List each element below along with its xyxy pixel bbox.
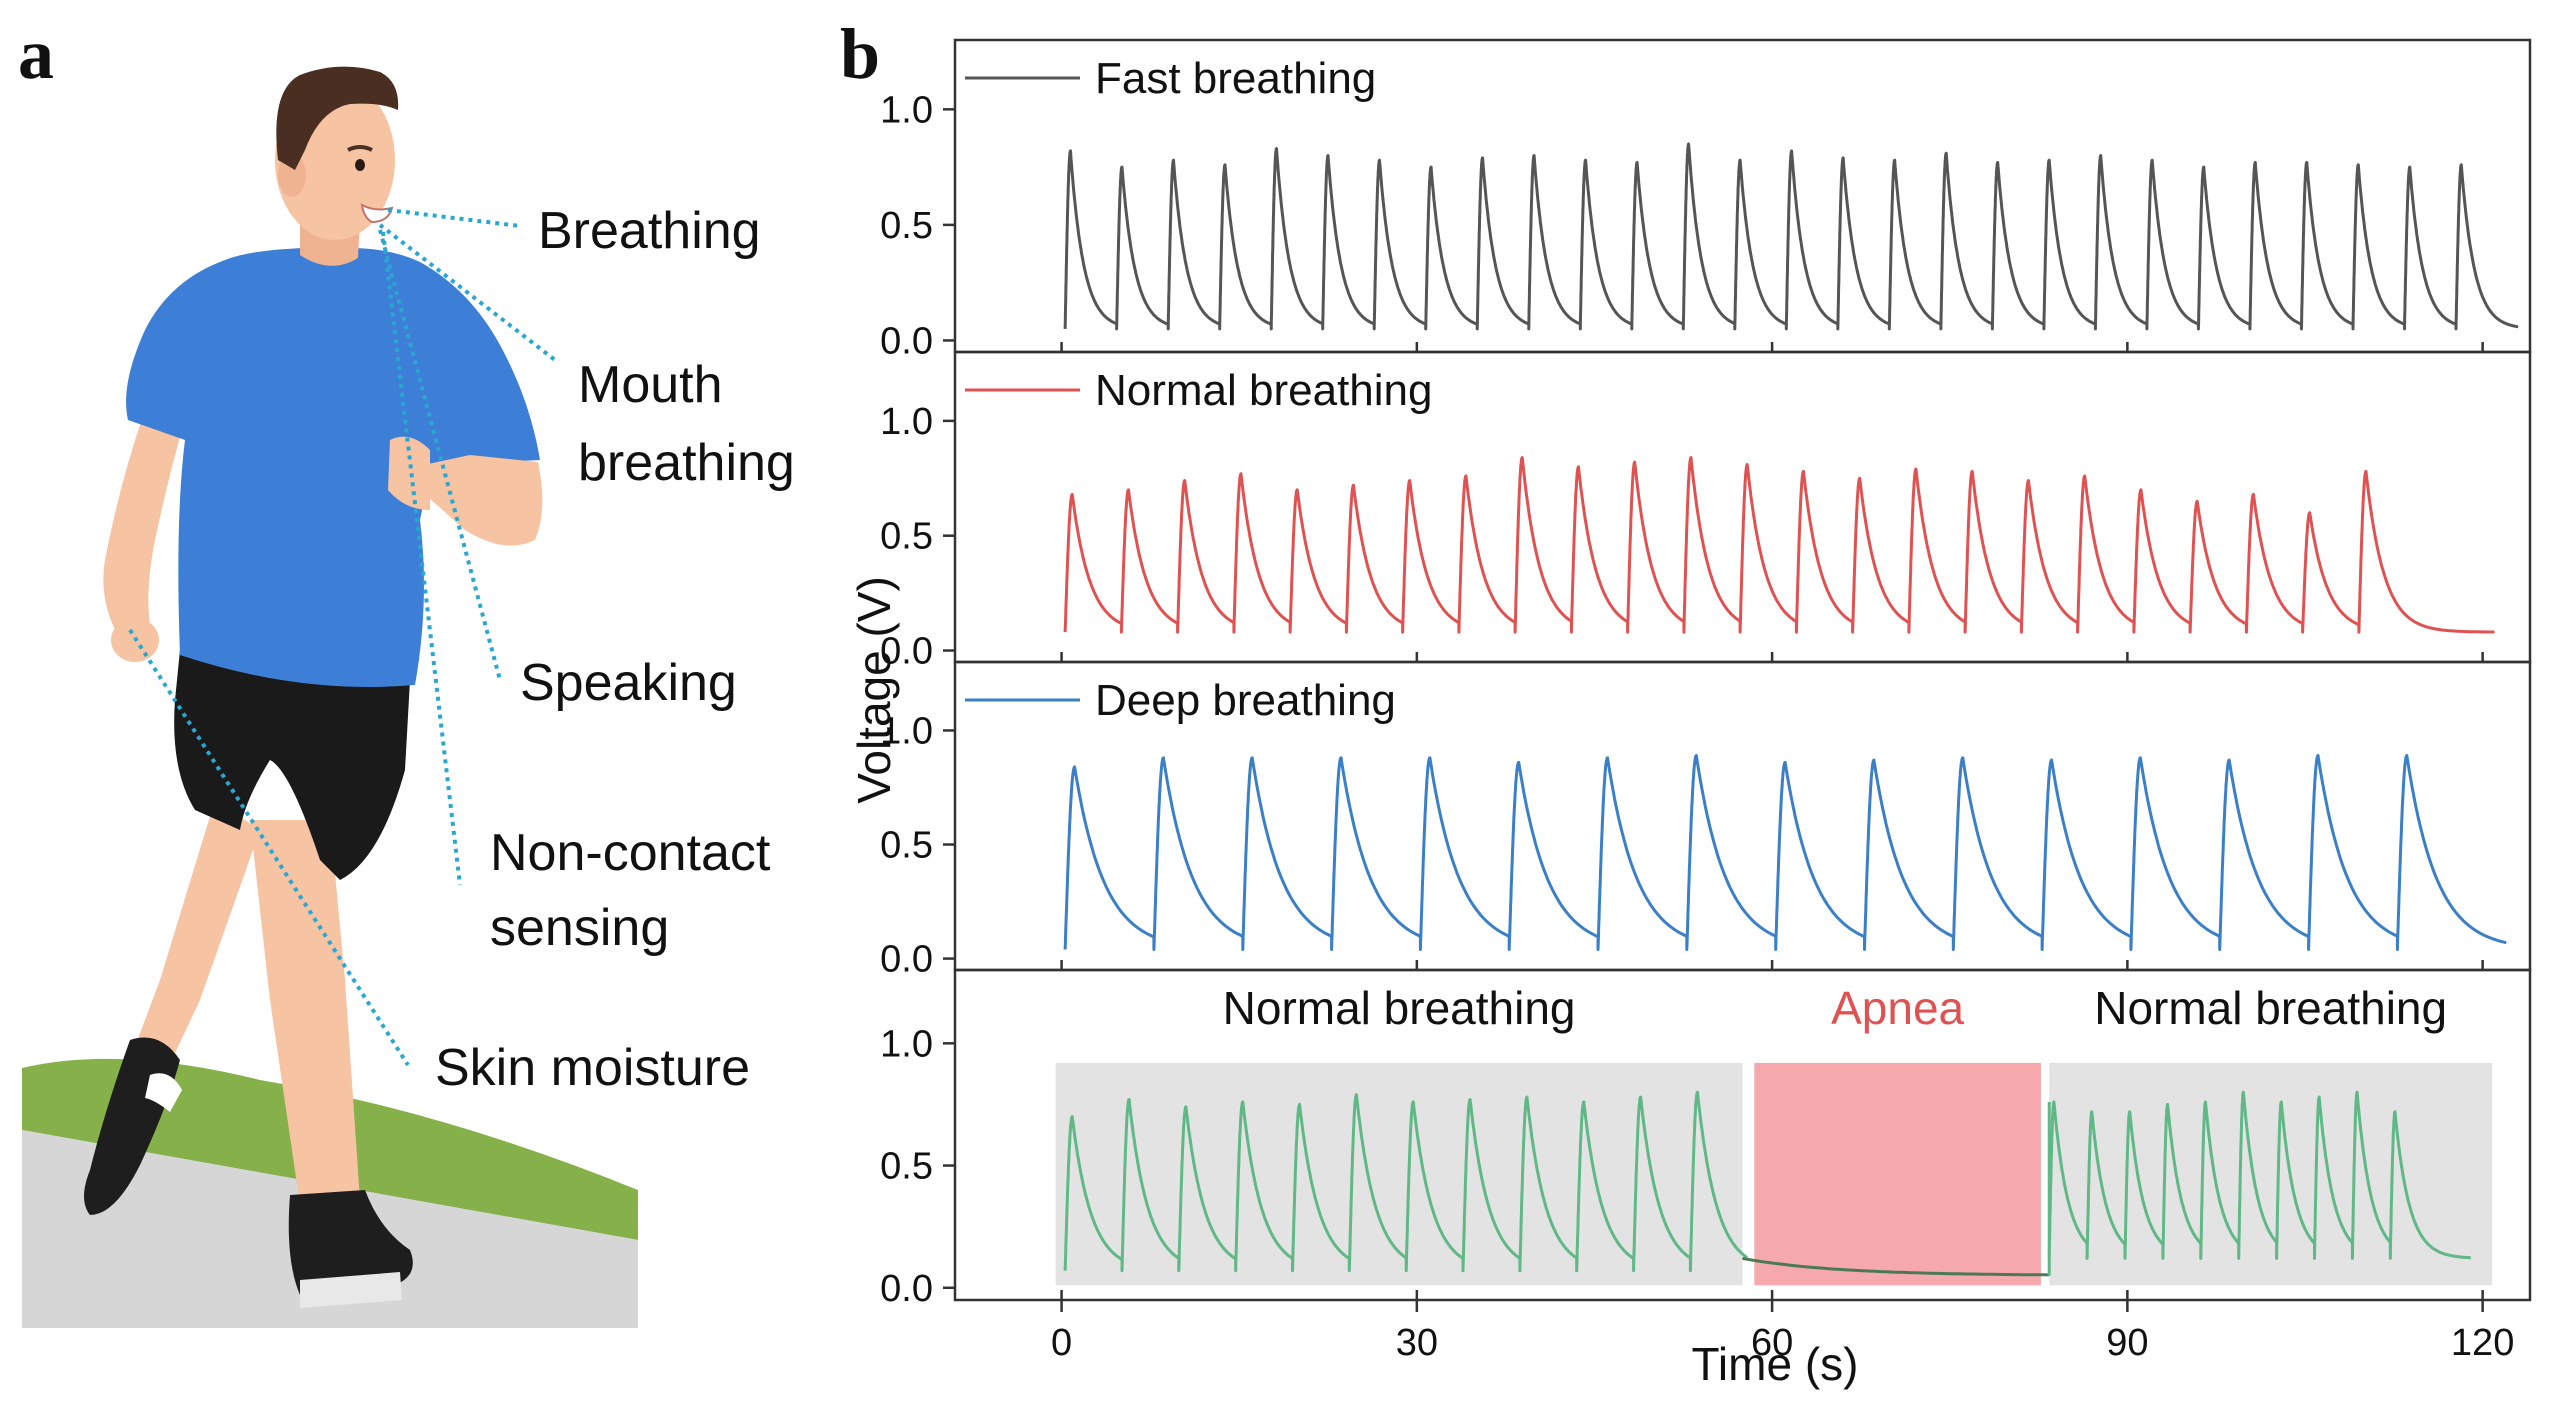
plot-frame-4 xyxy=(953,968,2532,1302)
legend-label-1: Fast breathing xyxy=(1095,54,1376,103)
label-non-contact-2: sensing xyxy=(490,899,669,957)
x-tick-label: 120 xyxy=(2451,1322,2514,1364)
y-tick-label: 1.0 xyxy=(880,1023,933,1065)
shorts xyxy=(174,650,410,880)
y-tick-label: 0.0 xyxy=(880,1268,933,1310)
label-skin-moisture: Skin moisture xyxy=(435,1039,750,1097)
x-tick-label: 60 xyxy=(1751,1322,1793,1364)
chart-panel-4: Normal breathing Apnea Normal breathing 0.0… xyxy=(880,968,2532,1364)
y-tick-label: 0.5 xyxy=(880,1146,933,1188)
eye xyxy=(355,159,365,171)
x-tick-label: 90 xyxy=(2106,1322,2148,1364)
x-tick-label: 0 xyxy=(1051,1322,1072,1364)
chart-panel-2: 0.0 0.5 1.0 Normal breathing xyxy=(880,350,2532,673)
x-axis-label: Time (s) xyxy=(1692,1338,1859,1390)
y-tick-label: 0.5 xyxy=(880,205,933,247)
hair xyxy=(276,66,399,170)
series-line-2-1 xyxy=(1063,456,2495,634)
label-breathing: Breathing xyxy=(538,202,761,260)
region-label-1: Normal breathing xyxy=(1223,982,1576,1034)
chart-panel-1: 0.0 0.5 1.0 Fast breathing xyxy=(880,38,2532,362)
shirt xyxy=(126,248,540,687)
apnea-line xyxy=(1742,1256,2050,1277)
region-label-3: Normal breathing xyxy=(2094,982,2447,1034)
region-2 xyxy=(1754,1062,2041,1286)
chart-panel-3: 0.0 0.5 1.0 Deep breathing xyxy=(880,660,2532,981)
y-tick-label: 1.0 xyxy=(880,89,933,131)
legend-label-3: Deep breathing xyxy=(1095,676,1396,725)
y-tick-label: 0.5 xyxy=(880,516,933,558)
leader-lines xyxy=(128,208,557,1067)
series-line-4-1 xyxy=(1063,1090,1749,1273)
region-label-2: Apnea xyxy=(1831,982,1964,1034)
series-line-4-2 xyxy=(2047,1090,2472,1260)
mouth xyxy=(360,203,394,224)
front-shoe-icon xyxy=(288,1190,413,1295)
y-tick-label: 0.0 xyxy=(880,939,933,981)
legend-label-2: Normal breathing xyxy=(1095,366,1433,415)
series-line-3-1 xyxy=(1063,754,2507,951)
region-3 xyxy=(2049,1062,2493,1286)
panel-a-illustration: a Breathing Mouth breathing Speaking Non xyxy=(18,14,795,1328)
front-arm xyxy=(400,455,543,546)
y-tick-label: 0.0 xyxy=(880,631,933,673)
panel-a-letter: a xyxy=(18,14,54,94)
y-tick-label: 1.0 xyxy=(880,401,933,443)
panel-b-letter: b xyxy=(840,14,880,94)
x-tick-label: 30 xyxy=(1396,1322,1438,1364)
label-non-contact-1: Non-contact xyxy=(490,824,771,882)
y-tick-label: 0.0 xyxy=(880,320,933,362)
y-tick-label: 1.0 xyxy=(880,710,933,752)
front-leg xyxy=(250,820,360,1205)
back-arm xyxy=(103,395,185,640)
series-line-1-1 xyxy=(1063,142,2519,331)
label-mouth-breathing-1: Mouth xyxy=(578,356,723,414)
region-1 xyxy=(1055,1062,1743,1286)
y-tick-label: 0.5 xyxy=(880,825,933,867)
back-leg xyxy=(128,800,260,1085)
label-speaking: Speaking xyxy=(520,654,737,712)
y-axis-label: Voltage (V) xyxy=(848,576,900,804)
label-mouth-breathing-2: breathing xyxy=(578,434,795,492)
